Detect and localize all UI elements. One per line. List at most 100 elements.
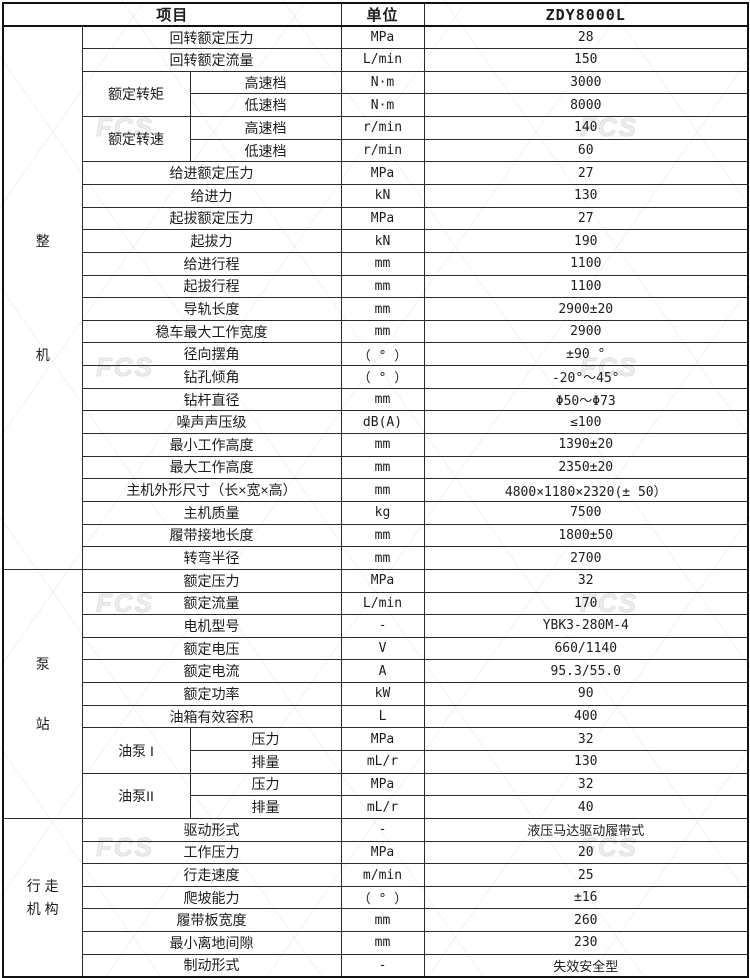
spec-row: 钻杆直径 mm Φ50～Φ73 — [3, 387, 749, 412]
value-cell: ≤100 — [423, 410, 749, 435]
item-cell: 油箱有效容积 — [81, 704, 342, 729]
spec-row: 排量 mL/r 130 — [3, 750, 749, 774]
unit-cell: kN — [340, 229, 425, 253]
spec-row: 制动形式 - 失效安全型 — [3, 953, 749, 978]
spec-row: 给进行程 mm 1100 — [3, 251, 749, 276]
unit-cell: mL/r — [340, 795, 425, 819]
item-cell: 径向摆角 — [81, 342, 342, 367]
value-cell: 2350±20 — [423, 455, 749, 480]
spec-row: 最大工作高度 mm 2350±20 — [3, 455, 749, 480]
unit-cell: L/min — [340, 48, 425, 72]
spec-row: 稳车最大工作宽度 mm 2900 — [3, 319, 749, 344]
spec-row: 泵站额定压力 MPa 32 — [2, 568, 749, 819]
unit-cell: mm — [340, 319, 425, 344]
value-cell: 230 — [423, 931, 749, 955]
item-cell: 起拔额定压力 — [81, 206, 342, 231]
value-cell: 4800×1180×2320(± 50） — [423, 478, 749, 502]
header-row: 项目 单位 ZDY8000L — [2, 2, 749, 27]
value-cell: 2700 — [423, 546, 749, 570]
item-cell: 低速档 — [189, 138, 342, 163]
item-cell: 稳车最大工作宽度 — [81, 319, 342, 344]
unit-cell: mm — [340, 251, 425, 276]
unit-cell: L/min — [340, 591, 425, 616]
unit-cell: mL/r — [340, 750, 425, 774]
value-cell: 2900 — [423, 319, 749, 344]
value-cell: 25 — [423, 863, 749, 887]
section-label: 整机 — [2, 25, 83, 570]
section-label: 行 走机 构 — [2, 817, 83, 978]
spec-row: 油泵 I 压力 MPa 32 — [3, 727, 749, 774]
spec-row: 最小工作高度 mm 1390±20 — [3, 433, 749, 457]
value-cell: Φ50～Φ73 — [423, 387, 749, 412]
item-cell: 制动形式 — [81, 953, 342, 978]
spec-row: 低速档 r/min 60 — [3, 138, 749, 163]
spec-row: 履带板宽度 mm 260 — [3, 908, 749, 933]
unit-cell: - — [340, 817, 425, 842]
section-label-line: 整 — [35, 232, 50, 249]
value-cell: 2900±20 — [423, 297, 749, 321]
item-cell: 主机质量 — [81, 500, 342, 525]
section-label-line: 泵 — [35, 655, 50, 672]
group-cell: 油泵 I — [81, 727, 191, 774]
spec-row: 行走速度 m/min 25 — [3, 863, 749, 887]
value-cell: 失效安全型 — [423, 953, 749, 978]
spec-row: 最小离地间隙 mm 230 — [3, 931, 749, 955]
section-label-line: 机 — [35, 346, 50, 363]
spec-row: 额定电压 V 660/1140 — [3, 636, 749, 661]
item-cell: 钻孔倾角 — [81, 365, 342, 389]
item-cell: 排量 — [189, 750, 342, 774]
value-cell: 27 — [423, 206, 749, 231]
value-cell: 32 — [423, 772, 749, 797]
item-cell: 爬坡能力 — [81, 885, 342, 910]
item-cell: 额定电压 — [81, 636, 342, 661]
spec-row: 额定电流 A 95.3/55.0 — [3, 659, 749, 684]
unit-cell: A — [340, 659, 425, 684]
spec-row: 工作压力 MPa 20 — [3, 840, 749, 865]
spec-row: 油泵II 压力 MPa 32 — [3, 772, 749, 819]
item-cell: 高速档 — [189, 116, 342, 140]
unit-cell: m/min — [340, 863, 425, 887]
unit-cell: mm — [340, 546, 425, 570]
unit-cell: - — [340, 953, 425, 978]
unit-cell: MPa — [340, 568, 425, 593]
value-cell: 130 — [423, 750, 749, 774]
item-cell: 最小工作高度 — [81, 433, 342, 457]
spec-row: 油箱有效容积 L 400 — [3, 704, 749, 729]
section-label-line: 行 走 — [26, 877, 59, 894]
item-cell: 额定功率 — [81, 682, 342, 706]
value-cell: ±90 ° — [423, 342, 749, 367]
item-cell: 转弯半径 — [81, 546, 342, 570]
item-cell: 回转额定流量 — [81, 48, 342, 72]
item-cell: 高速档 — [189, 70, 342, 95]
spec-row: 主机外形尺寸（长×宽×高） mm 4800×1180×2320(± 50） — [3, 478, 749, 502]
value-cell: 7500 — [423, 500, 749, 525]
item-cell: 额定流量 — [81, 591, 342, 616]
value-cell: 32 — [423, 727, 749, 751]
item-cell: 起拔行程 — [81, 274, 342, 299]
unit-cell: V — [340, 636, 425, 661]
item-cell: 主机外形尺寸（长×宽×高） — [81, 478, 342, 502]
spec-row: 额定转速 高速档 r/min 140 — [3, 116, 749, 163]
item-cell: 压力 — [189, 727, 342, 751]
unit-cell: （ ° ） — [340, 365, 425, 389]
spec-row: 给进额定压力 MPa 27 — [3, 161, 749, 185]
spec-row: 给进力 kN 130 — [3, 183, 749, 208]
unit-cell: mm — [340, 478, 425, 502]
unit-cell: MPa — [340, 727, 425, 751]
unit-cell: mm — [340, 433, 425, 457]
value-cell: 260 — [423, 908, 749, 933]
value-cell: 1390±20 — [423, 433, 749, 457]
value-cell: 液压马达驱动履带式 — [423, 817, 749, 842]
item-cell: 工作压力 — [81, 840, 342, 865]
spec-row: 额定功率 kW 90 — [3, 682, 749, 706]
value-cell: 190 — [423, 229, 749, 253]
unit-cell: r/min — [340, 138, 425, 163]
spec-row: 回转额定流量 L/min 150 — [3, 48, 749, 72]
unit-cell: N·m — [340, 93, 425, 118]
value-cell: 40 — [423, 795, 749, 819]
item-cell: 起拔力 — [81, 229, 342, 253]
value-cell: 660/1140 — [423, 636, 749, 661]
value-cell: 1100 — [423, 274, 749, 299]
spec-row: 主机质量 kg 7500 — [3, 500, 749, 525]
